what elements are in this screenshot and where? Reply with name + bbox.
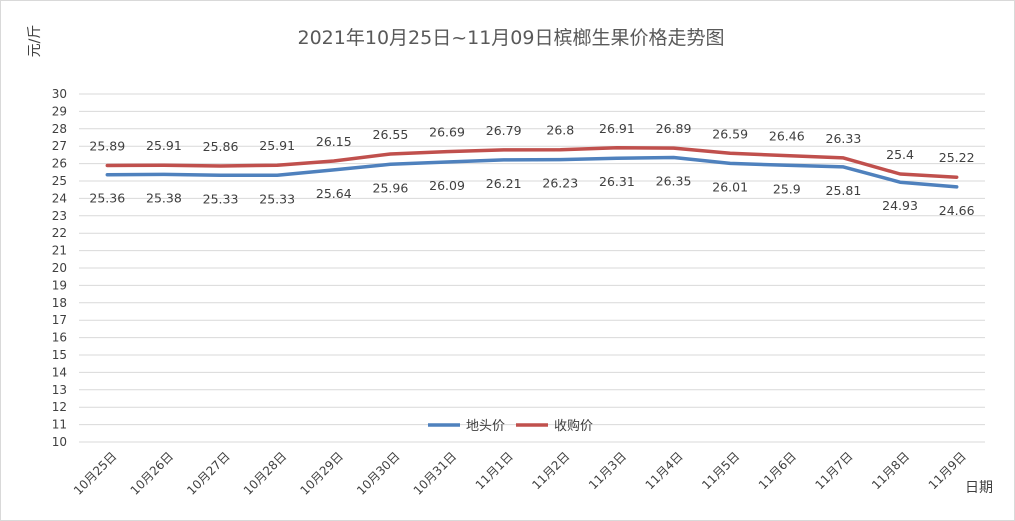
y-axis-ticks: 10 11 12 13 14 15 16 17 18 19 20 21 22 23 24 25 26 27 28 29… [52,87,67,449]
data-label: 25.36 [89,191,125,206]
data-label: 25.91 [259,138,295,153]
data-label: 25.33 [259,191,295,206]
data-label: 26.33 [826,131,862,146]
x-tick-label: 10月27日 [184,449,232,497]
x-tick-label: 11月2日 [529,449,572,492]
y-tick-label: 22 [52,226,67,240]
data-label: 25.96 [373,180,409,195]
data-label: 26.31 [599,174,635,189]
y-tick-label: 18 [52,296,67,310]
x-tick-label: 11月8日 [869,449,912,492]
y-tick-label: 10 [52,435,67,449]
data-label: 25.38 [146,190,182,205]
data-label: 26.23 [542,176,578,191]
chart-title: 2021年10月25日~11月09日槟榔生果价格走势图 [298,27,725,49]
y-tick-label: 23 [52,209,67,223]
y-tick-label: 27 [52,139,67,153]
data-label: 25.22 [939,150,975,165]
y-tick-label: 21 [52,244,67,258]
data-label: 25.64 [316,186,352,201]
y-tick-label: 15 [52,348,67,362]
data-label: 26.35 [656,174,692,189]
data-label: 26.09 [429,178,465,193]
data-label: 26.91 [599,121,635,136]
data-label: 26.15 [316,134,352,149]
x-axis-ticks: 10月25日 10月26日 10月27日 10月28日 10月29日 10月30日 10月3… [71,449,969,497]
data-label: 26.01 [712,179,748,194]
y-tick-label: 24 [52,191,67,205]
y-tick-label: 28 [52,122,67,136]
data-label: 25.89 [89,139,125,154]
data-label: 26.59 [712,126,748,141]
y-tick-label: 19 [52,278,67,292]
x-tick-label: 10月29日 [297,449,345,497]
x-tick-label: 10月25日 [71,449,119,497]
x-tick-label: 11月9日 [926,449,969,492]
y-tick-label: 11 [52,418,67,432]
x-axis-label: 日期 [965,480,993,496]
data-labels: 25.36 25.38 25.33 25.33 25.64 25.96 26.09 26.21… [89,121,974,218]
legend-label-2: 收购价 [554,418,593,434]
data-label: 25.91 [146,138,182,153]
data-label: 26.79 [486,123,522,138]
data-label: 25.9 [773,181,801,196]
x-tick-label: 10月31日 [411,449,459,497]
legend-label-1: 地头价 [466,419,505,434]
x-tick-label: 10月30日 [354,449,402,497]
data-label: 25.33 [203,191,239,206]
series-lines [105,146,959,189]
data-label: 26.55 [373,127,409,142]
data-label: 26.69 [429,125,465,140]
y-tick-label: 25 [52,174,67,188]
y-tick-label: 30 [52,87,67,101]
x-tick-label: 11月3日 [586,449,629,492]
y-tick-label: 20 [52,261,67,275]
series-line-1 [105,155,959,189]
y-tick-label: 16 [52,331,67,345]
y-axis-label: 元/斤 [27,25,43,58]
x-tick-label: 10月26日 [128,449,176,497]
data-label: 24.93 [882,198,918,213]
x-tick-label: 11月7日 [812,449,855,492]
data-label: 26.8 [546,123,574,138]
data-label: 25.86 [203,139,239,154]
data-label: 26.21 [486,176,522,191]
y-tick-label: 29 [52,104,67,118]
x-tick-label: 11月1日 [473,449,516,492]
y-tick-label: 26 [52,157,67,171]
gridlines [79,93,985,443]
x-tick-label: 10月28日 [241,449,289,497]
y-tick-label: 13 [52,383,67,397]
data-label: 26.46 [769,129,805,144]
data-label: 25.81 [826,183,862,198]
legend: 地头价 收购价 [428,418,593,434]
x-tick-label: 11月5日 [699,449,742,492]
y-tick-label: 14 [52,365,67,379]
data-label: 26.89 [656,121,692,136]
data-label: 25.4 [886,147,914,162]
x-tick-label: 11月4日 [643,449,686,492]
x-tick-label: 11月6日 [756,449,799,492]
y-tick-label: 17 [52,313,67,327]
series-line-2 [105,146,959,179]
data-label: 24.66 [939,203,975,218]
y-tick-label: 12 [52,400,67,414]
